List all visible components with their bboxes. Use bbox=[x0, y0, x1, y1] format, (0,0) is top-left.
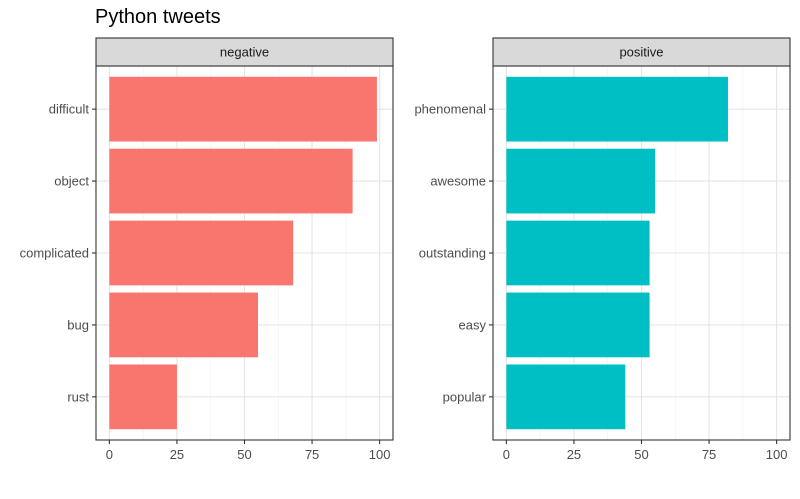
y-tick-label: phenomenal bbox=[414, 102, 486, 117]
bar-awesome bbox=[506, 148, 656, 214]
y-tick-label: awesome bbox=[430, 174, 486, 189]
bar-bug bbox=[109, 292, 259, 358]
facet-label: positive bbox=[619, 45, 663, 60]
x-tick-label: 25 bbox=[567, 447, 581, 462]
y-tick-label: outstanding bbox=[419, 246, 486, 261]
facet-strip bbox=[492, 37, 791, 67]
bar-difficult bbox=[109, 76, 377, 142]
facet-strip bbox=[95, 37, 394, 67]
y-tick-label: easy bbox=[459, 317, 487, 332]
x-tick-label: 100 bbox=[766, 447, 788, 462]
bar-easy bbox=[506, 292, 650, 358]
x-tick-label: 75 bbox=[702, 447, 716, 462]
y-tick-label: bug bbox=[67, 317, 89, 332]
bar-outstanding bbox=[506, 220, 650, 286]
bar-popular bbox=[506, 364, 626, 430]
y-tick-label: object bbox=[54, 174, 89, 189]
x-tick-label: 25 bbox=[170, 447, 184, 462]
bar-object bbox=[109, 148, 353, 214]
x-tick-label: 100 bbox=[369, 447, 391, 462]
y-tick-label: rust bbox=[67, 389, 89, 404]
y-tick-label: complicated bbox=[20, 246, 89, 261]
facet-label: negative bbox=[220, 45, 269, 60]
x-tick-label: 0 bbox=[106, 447, 113, 462]
y-tick-label: popular bbox=[443, 389, 487, 404]
x-tick-label: 75 bbox=[305, 447, 319, 462]
y-tick-label: difficult bbox=[49, 102, 90, 117]
chart-title: Python tweets bbox=[95, 6, 221, 28]
x-tick-label: 50 bbox=[237, 447, 251, 462]
bar-complicated bbox=[109, 220, 294, 286]
x-tick-label: 50 bbox=[634, 447, 648, 462]
x-tick-label: 0 bbox=[503, 447, 510, 462]
bar-rust bbox=[109, 364, 177, 430]
bar-phenomenal bbox=[506, 76, 728, 142]
